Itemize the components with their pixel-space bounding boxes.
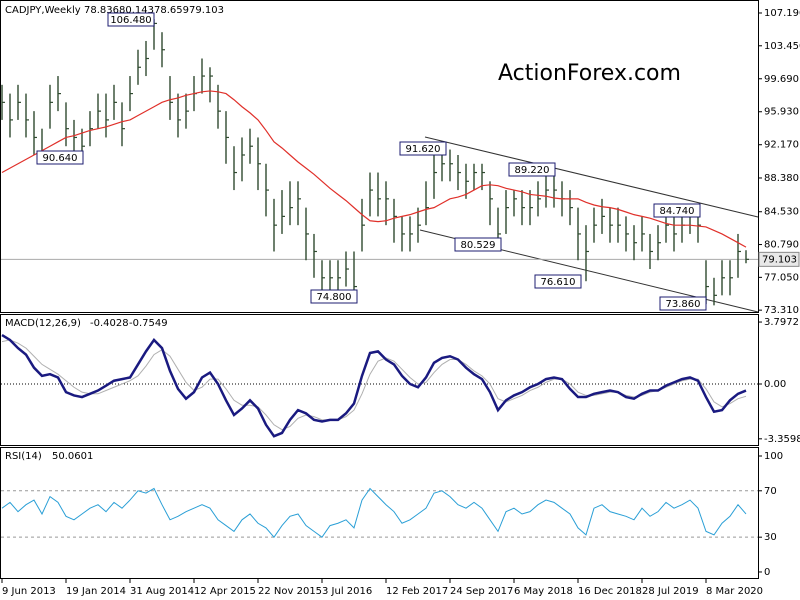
- y-tick-label: 92.170: [764, 140, 799, 151]
- y-tick-label: 100: [764, 451, 783, 462]
- annotation-box: [107, 12, 155, 27]
- y-tick-label: 88.380: [764, 173, 799, 184]
- x-tick-label: 31 Aug 2014: [130, 586, 194, 597]
- annotation-box: [454, 237, 502, 252]
- y-tick-label: 73.310: [764, 305, 799, 316]
- price-panel: [0, 0, 759, 313]
- y-tick-label: 3.7972: [764, 317, 799, 328]
- x-tick-label: 12 Apr 2015: [194, 586, 256, 597]
- series-line: [1, 90, 747, 248]
- annotation-box: [508, 162, 556, 177]
- x-tick-label: 28 Jul 2019: [642, 586, 699, 597]
- current-price-label: 79.103: [762, 254, 797, 265]
- annotation-box: [659, 296, 707, 311]
- macd-header-main: -0.4028: [90, 318, 129, 329]
- x-tick-label: 22 Nov 2015: [258, 586, 322, 597]
- channel-upper: [424, 136, 759, 218]
- y-tick-label: 103.450: [764, 41, 800, 52]
- annotation-box: [653, 203, 701, 218]
- x-tick-label: 6 May 2018: [514, 586, 573, 597]
- annotation-box: [534, 274, 582, 289]
- macd-title: MACD(12,26,9): [5, 318, 81, 329]
- annotation-box: [310, 289, 358, 304]
- current-price-box: [758, 251, 800, 267]
- y-tick-label: 95.930: [764, 107, 799, 118]
- annotation-label: 91.620: [406, 144, 441, 155]
- x-tick-label: 12 Feb 2017: [386, 586, 448, 597]
- series-line: [1, 333, 747, 438]
- y-tick-label: 0.00: [764, 379, 786, 390]
- annotation-box: [36, 150, 84, 165]
- price-title: CADJPY,Weekly: [5, 5, 81, 16]
- x-tick-label: 16 Dec 2018: [578, 586, 642, 597]
- macd-panel: [0, 314, 759, 446]
- y-tick-label: 107.190: [764, 8, 800, 19]
- y-tick-label: -3.3598: [764, 434, 800, 445]
- x-tick-label: 8 Mar 2020: [706, 586, 763, 597]
- header-high: 80.143: [119, 5, 154, 16]
- y-tick-label: 77.050: [764, 272, 799, 283]
- y-tick-label: 84.530: [764, 207, 799, 218]
- annotation-label: 106.480: [110, 15, 151, 26]
- rsi-header-value: 50.0601: [52, 451, 93, 462]
- header-low: 78.659: [154, 5, 189, 16]
- y-tick-label: 99.690: [764, 74, 799, 85]
- annotation-label: 84.740: [660, 206, 695, 217]
- header-close: 79.103: [189, 5, 224, 16]
- annotation-label: 89.220: [515, 165, 550, 176]
- watermark: ActionForex.com: [498, 61, 681, 86]
- annotation-box: [399, 141, 447, 156]
- x-tick-label: 24 Sep 2017: [450, 586, 513, 597]
- annotation-label: 90.640: [43, 153, 78, 164]
- y-tick-label: 70: [764, 486, 777, 497]
- annotation-label: 74.800: [317, 292, 352, 303]
- series-line: [1, 487, 747, 538]
- annotation-label: 73.860: [666, 299, 701, 310]
- header-open: 78.836: [84, 5, 119, 16]
- x-tick-label: 19 Jan 2014: [66, 586, 126, 597]
- rsi-panel: [0, 447, 759, 579]
- y-tick-label: 0: [764, 567, 770, 578]
- annotation-label: 80.529: [461, 240, 496, 251]
- macd-header-signal: -0.7549: [129, 318, 168, 329]
- y-tick-label: 80.790: [764, 240, 799, 251]
- rsi-title: RSI(14): [5, 451, 42, 462]
- y-tick-label: 30: [764, 532, 777, 543]
- x-tick-label: 9 Jun 2013: [2, 586, 56, 597]
- x-tick-label: 3 Jul 2016: [322, 586, 372, 597]
- annotation-label: 76.610: [541, 277, 576, 288]
